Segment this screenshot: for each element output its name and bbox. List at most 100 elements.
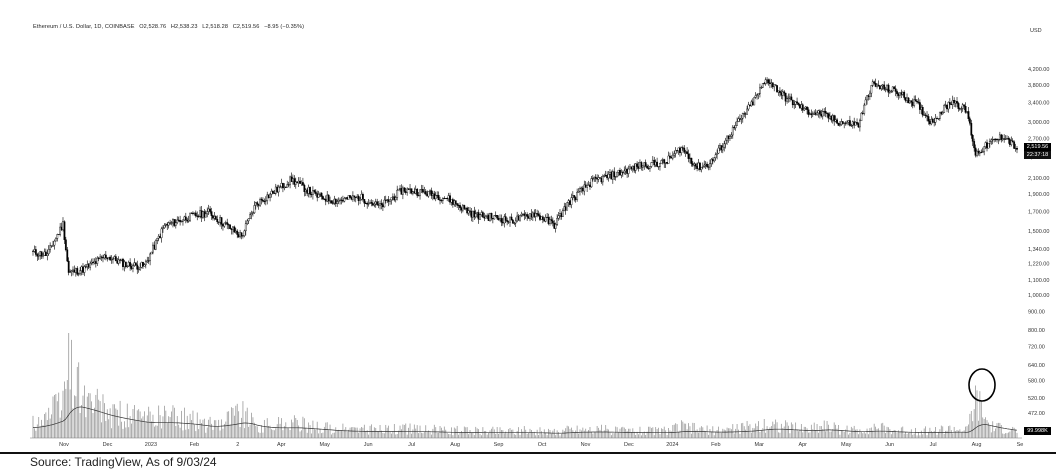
candle-body xyxy=(659,163,661,167)
candle-body xyxy=(194,212,197,217)
ohlc-open: O2,528.76 xyxy=(139,24,167,30)
candle-body xyxy=(323,198,326,200)
candle-body xyxy=(944,104,947,106)
candle-body xyxy=(833,115,836,122)
price-tick-label: 3,400.00 xyxy=(1028,100,1049,106)
candle-body xyxy=(1003,138,1006,140)
candle-body xyxy=(854,122,857,126)
candle-body xyxy=(86,264,89,268)
volume-value-tag: 99.998K xyxy=(1024,427,1051,435)
price-tick-label: 4,200.00 xyxy=(1028,67,1049,73)
candle-body xyxy=(50,245,53,247)
candle-body xyxy=(242,235,244,237)
time-tick-label: 2024 xyxy=(666,442,678,448)
candle-body xyxy=(807,109,810,115)
candle-body xyxy=(206,211,209,215)
candle-body xyxy=(761,83,764,88)
candle-body xyxy=(273,192,276,194)
candle-body xyxy=(319,192,321,195)
ohlc-low: L2,518.28 xyxy=(202,24,229,30)
candle-body xyxy=(349,195,351,198)
candle-body xyxy=(859,120,861,128)
candle-body xyxy=(874,82,877,87)
candle-body xyxy=(120,258,123,261)
candle-body xyxy=(699,162,701,170)
candle-body xyxy=(641,165,644,168)
candle-body xyxy=(386,199,389,201)
candle-body xyxy=(706,163,708,167)
candle-body xyxy=(860,112,863,122)
candle-body xyxy=(523,213,526,216)
candle-body xyxy=(217,221,220,223)
candle-body xyxy=(379,203,381,206)
time-tick-label: Jul xyxy=(408,442,415,448)
candle-body xyxy=(693,163,696,166)
candle-body xyxy=(469,210,471,212)
candle-body xyxy=(590,178,593,188)
candle-body xyxy=(374,201,377,205)
candle-body xyxy=(401,187,404,195)
candle-body xyxy=(310,193,313,195)
candle-body xyxy=(229,224,231,230)
candle-body xyxy=(103,254,106,259)
candle-body xyxy=(567,200,570,203)
footer-divider xyxy=(0,452,1056,454)
candle-body xyxy=(59,226,62,235)
candle-body xyxy=(414,189,417,194)
candle-body xyxy=(674,150,677,154)
price-tick-label: 1,000.00 xyxy=(1028,293,1049,299)
candle-body xyxy=(569,200,571,205)
candle-body xyxy=(403,187,406,192)
time-axis: Nov Dec 2023 Feb 2 Apr May Jun Jul Aug Sep Oct Nov De… xyxy=(59,442,1023,448)
candle-body xyxy=(47,249,50,255)
candle-body xyxy=(729,136,731,139)
candle-body xyxy=(510,216,513,221)
candle-body xyxy=(407,188,410,190)
candle-body xyxy=(169,222,172,224)
candle-body xyxy=(376,201,379,205)
candle-body xyxy=(963,104,966,107)
candle-body xyxy=(347,195,350,200)
candle-body xyxy=(381,204,384,208)
candle-body xyxy=(232,226,234,231)
candle-body xyxy=(70,270,73,272)
candle-body xyxy=(686,151,688,155)
hand-drawn-circle-annotation xyxy=(968,368,996,402)
candle-body xyxy=(373,203,376,206)
candle-body xyxy=(132,265,134,269)
candle-body xyxy=(162,227,164,230)
candle-body xyxy=(506,220,509,222)
candle-body xyxy=(957,103,960,109)
price-tick-label: 3,000.00 xyxy=(1028,120,1049,126)
candle-body xyxy=(307,187,310,194)
candle-body xyxy=(669,155,671,158)
candle-body xyxy=(391,196,394,198)
candle-body xyxy=(436,194,439,196)
candle-body xyxy=(749,104,751,107)
candle-body xyxy=(366,202,369,205)
candle-body xyxy=(894,88,897,92)
candle-body xyxy=(434,195,437,199)
candle-body xyxy=(883,84,886,90)
candle-body xyxy=(901,91,904,95)
candle-body xyxy=(716,152,718,155)
candle-body xyxy=(186,219,189,222)
candle-body xyxy=(970,123,973,136)
candle-body xyxy=(314,191,317,194)
candle-body xyxy=(877,84,880,86)
candle-body xyxy=(146,260,149,263)
candle-body xyxy=(339,199,341,201)
candle-body xyxy=(276,186,279,193)
candle-body xyxy=(357,195,360,202)
candle-body xyxy=(516,215,519,222)
candle-body xyxy=(429,190,431,192)
candle-body xyxy=(157,236,160,239)
candle-body xyxy=(92,262,94,264)
candle-body xyxy=(916,101,918,103)
candle-body xyxy=(327,194,330,202)
candle-body xyxy=(463,205,466,209)
candle-body xyxy=(850,125,853,127)
candle-body xyxy=(494,215,497,217)
candle-body xyxy=(76,268,79,275)
candle-body xyxy=(933,121,936,123)
